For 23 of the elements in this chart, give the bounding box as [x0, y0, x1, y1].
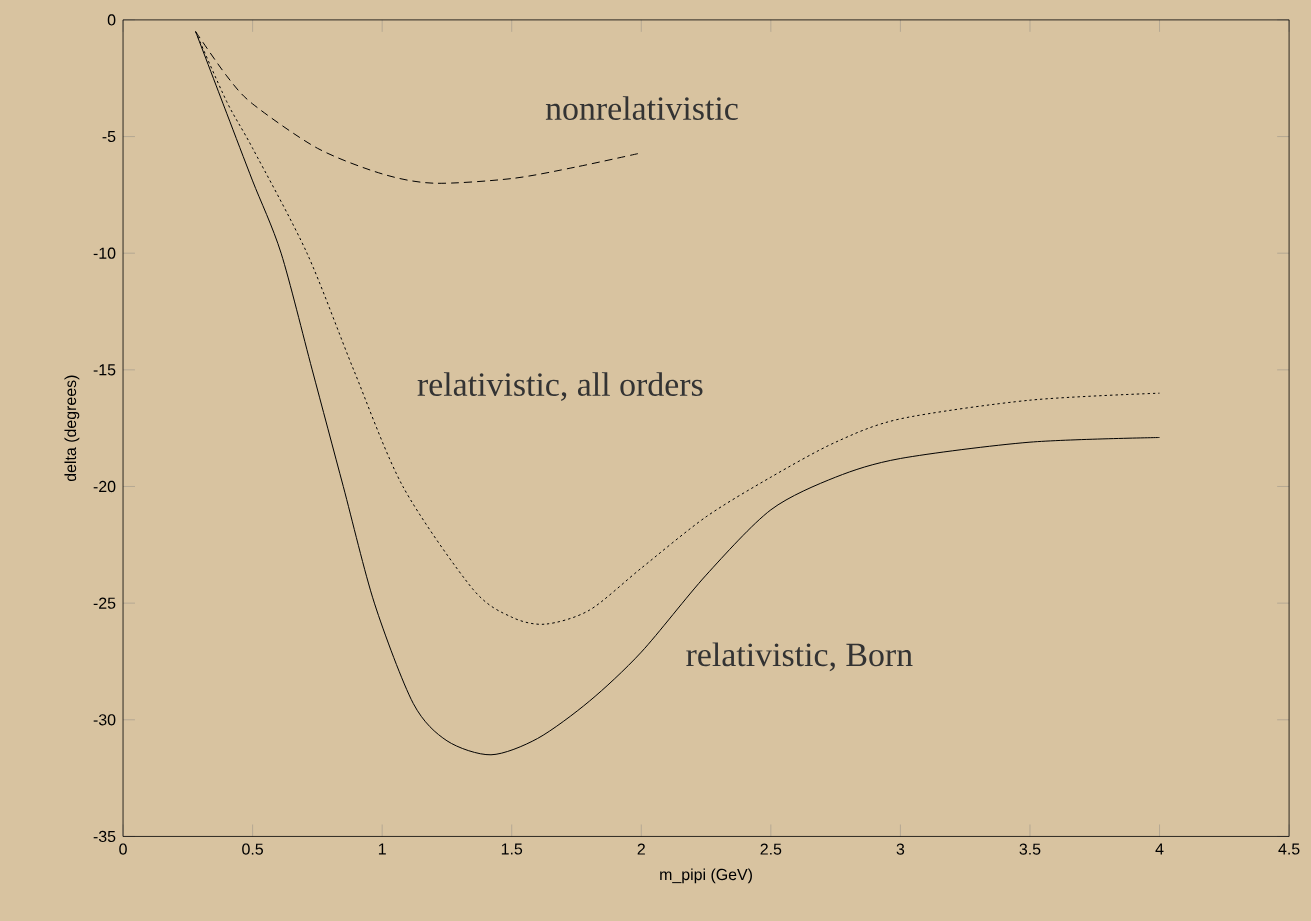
- y-tick-label: -30: [93, 714, 116, 726]
- x-tick-label: 0: [119, 843, 127, 855]
- x-tick-label: 4.5: [1278, 843, 1300, 855]
- y-tick-label: -10: [93, 247, 116, 259]
- x-tick-label: 2: [637, 843, 645, 855]
- y-tick-label: 0: [107, 14, 116, 26]
- y-tick-label: -15: [93, 364, 116, 376]
- x-axis-title: m_pipi (GeV): [660, 868, 752, 884]
- x-tick-label: 0.5: [242, 843, 263, 855]
- y-axis-title: delta (degrees): [64, 375, 80, 482]
- y-tick-label: -5: [102, 130, 116, 143]
- x-tick-label: 4: [1155, 843, 1164, 855]
- x-tick-label: 2.5: [760, 843, 782, 855]
- annotation: nonrelativistic: [545, 96, 738, 120]
- x-tick-label: 3.5: [1019, 843, 1041, 855]
- x-tick-label: 3: [896, 843, 905, 855]
- y-tick-label: -20: [93, 480, 116, 493]
- annotation: relativistic, all orders: [417, 372, 703, 401]
- x-tick-label: 1.5: [501, 843, 523, 855]
- annotation: relativistic, Born: [686, 642, 913, 672]
- y-tick-label: -35: [93, 830, 116, 843]
- x-tick-label: 1: [378, 843, 386, 855]
- y-tick-label: -25: [93, 597, 116, 609]
